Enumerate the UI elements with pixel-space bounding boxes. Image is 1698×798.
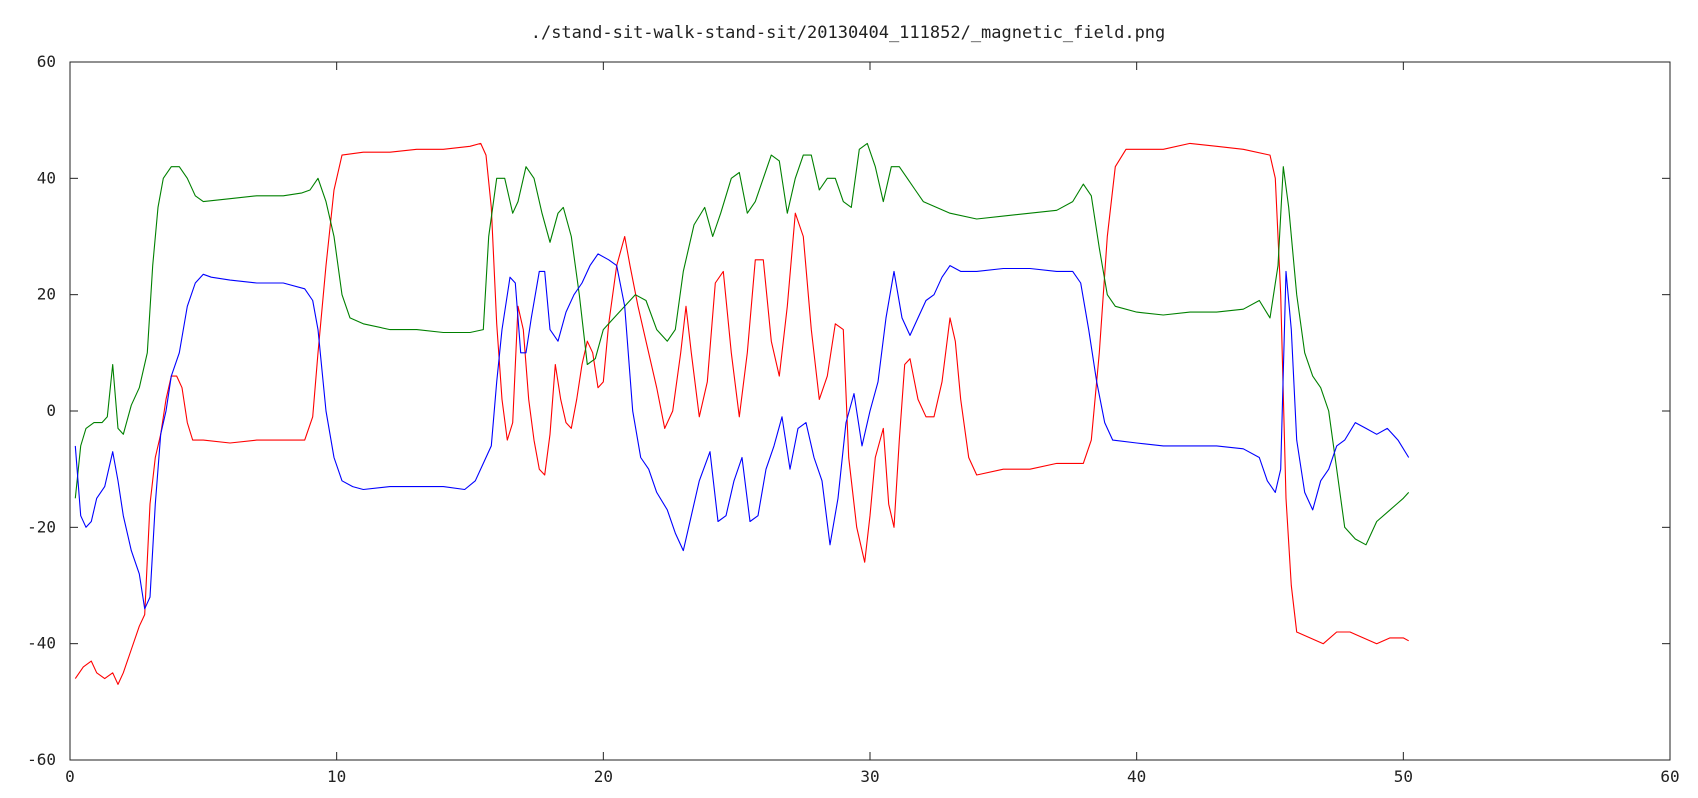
series-line-3 <box>74 253 1410 610</box>
x-tick-label: 60 <box>1660 767 1679 786</box>
chart-title: ./stand-sit-walk-stand-sit/20130404_1118… <box>531 23 1166 43</box>
x-tick-label: 0 <box>65 767 75 786</box>
y-tick-label: -40 <box>27 634 56 653</box>
y-tick-label: -20 <box>27 517 56 536</box>
y-tick-label: 40 <box>37 168 56 187</box>
series-line-2 <box>74 142 1410 546</box>
series-line-1 <box>74 142 1409 685</box>
axis-ticks: 0 10 20 30 40 50 60 -60 -40 -20 0 20 40 60 <box>27 52 1680 786</box>
x-tick-label: 10 <box>327 767 346 786</box>
y-tick-label: 0 <box>46 401 56 420</box>
y-tick-label: 20 <box>37 285 56 304</box>
x-tick-label: 20 <box>594 767 613 786</box>
y-tick-label: 60 <box>37 52 56 71</box>
series-layer <box>74 142 1410 685</box>
x-tick-label: 50 <box>1394 767 1413 786</box>
x-tick-label: 40 <box>1127 767 1146 786</box>
y-tick-label: -60 <box>27 750 56 769</box>
x-tick-label: 30 <box>860 767 879 786</box>
